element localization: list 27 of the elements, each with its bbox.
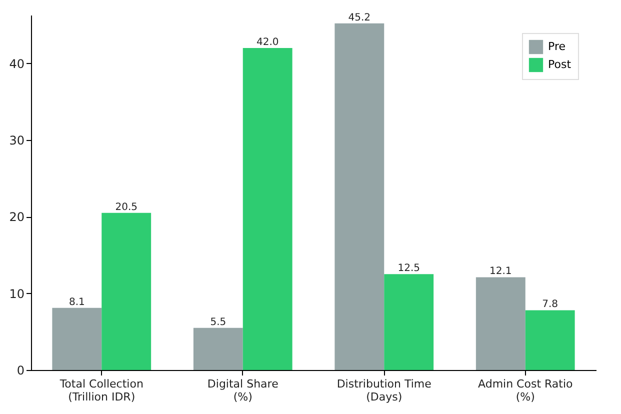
- x-tick-label: Digital Share (%): [207, 378, 279, 404]
- legend-label: Post: [548, 58, 572, 71]
- data-label: 7.8: [542, 299, 558, 310]
- legend-label: Pre: [548, 40, 566, 53]
- x-tick-label: Distribution Time (Days): [336, 378, 432, 404]
- bar: [334, 23, 384, 370]
- bar: [384, 274, 434, 370]
- y-tick-label: 10: [9, 286, 24, 301]
- data-label: 8.1: [68, 296, 85, 308]
- bar: [52, 308, 102, 370]
- bar: [525, 310, 575, 370]
- data-label: 12.5: [398, 263, 420, 274]
- y-tick-label: 20: [9, 210, 24, 224]
- data-label: 45.2: [348, 12, 371, 24]
- y-tick-label: 40: [9, 56, 24, 71]
- bar: [193, 328, 243, 370]
- bar: [102, 212, 152, 370]
- x-tick-label: Admin Cost Ratio (%): [478, 378, 574, 404]
- data-label: 20.5: [115, 202, 138, 213]
- y-tick-label: 0: [16, 364, 24, 378]
- y-tick-label: 30: [9, 133, 24, 148]
- bar: [242, 48, 292, 370]
- x-tick-label: Total Collection (Trillion IDR): [58, 378, 144, 404]
- data-label: 5.5: [210, 316, 226, 328]
- data-label: 42.0: [256, 36, 279, 48]
- bar: [476, 277, 526, 370]
- data-label: 12.1: [490, 266, 512, 278]
